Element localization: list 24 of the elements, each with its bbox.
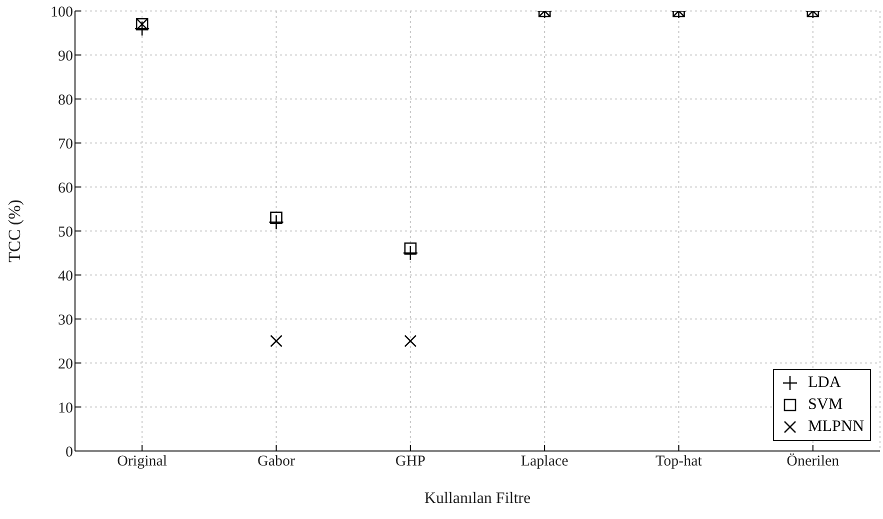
x-tick-label: GHP xyxy=(395,454,426,470)
y-tick-label: 90 xyxy=(58,48,73,64)
y-tick-label: 30 xyxy=(58,312,73,328)
y-tick-label: 80 xyxy=(58,92,73,108)
y-tick-label: 10 xyxy=(58,400,73,416)
legend-label: LDA xyxy=(808,374,841,392)
point xyxy=(270,212,282,224)
y-tick-label: 100 xyxy=(50,4,73,20)
y-tick-label: 70 xyxy=(58,136,73,152)
y-tick-label: 20 xyxy=(58,356,73,372)
x-tick-label: Original xyxy=(117,454,168,470)
x-axis-title: Kullanılan Filtre xyxy=(424,490,531,507)
point xyxy=(404,242,417,255)
y-tick-label: 40 xyxy=(58,268,73,284)
legend-label: SVM xyxy=(808,396,843,414)
y-axis-title: TCC (%) xyxy=(5,200,24,262)
x-tick-label: Top-hat xyxy=(656,454,703,470)
y-tick-label: 50 xyxy=(58,224,73,240)
x-tick-label: Laplace xyxy=(520,454,569,470)
legend-label: MLPNN xyxy=(808,418,864,436)
x-tick-label: Önerilen xyxy=(786,452,840,470)
y-tick-label: 60 xyxy=(58,180,73,196)
x-tick-label: Gabor xyxy=(258,454,295,470)
y-tick-label: 0 xyxy=(66,444,73,460)
